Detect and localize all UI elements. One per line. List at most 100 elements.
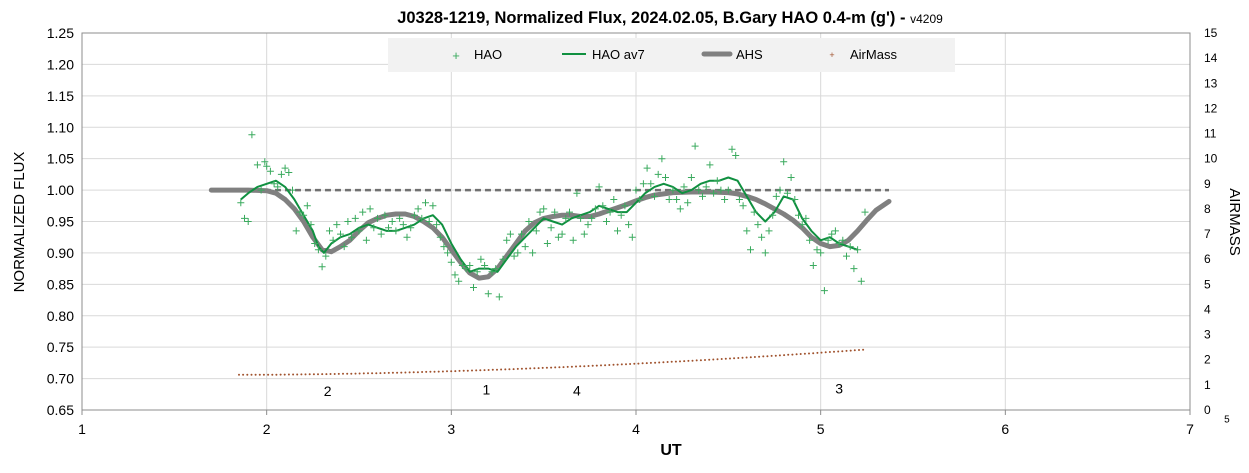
legend-airmass-label: AirMass (850, 47, 897, 62)
airmass-data-point (404, 371, 407, 374)
airmass-data-point (504, 368, 507, 371)
hao-data-point (444, 249, 452, 257)
hao-data-point (584, 221, 592, 229)
airmass-data-point (591, 364, 594, 367)
y-tick-label: 0.65 (47, 402, 74, 418)
hao-data-point (296, 208, 304, 216)
airmass-data-point (387, 371, 390, 374)
airmass-data-point (708, 358, 711, 361)
hao-data-point (362, 236, 370, 244)
airmass-data-point (471, 369, 473, 372)
y2-tick-label: 0 (1204, 403, 1211, 417)
y2-tick-label: 8 (1204, 202, 1211, 216)
hao-data-point (359, 208, 367, 216)
airmass-data-point (824, 351, 827, 354)
hao-data-point (314, 246, 322, 254)
y2-tick-label: 1 (1204, 378, 1211, 392)
airmass-data-point (304, 373, 307, 376)
hao-data-point (355, 227, 363, 235)
hao-data-point (735, 196, 743, 203)
hao-data-point (370, 224, 378, 232)
airmass-data-point (500, 368, 503, 371)
hao-data-point (237, 199, 245, 207)
airmass-data-point (400, 371, 403, 374)
hao-data-point (787, 174, 795, 181)
airmass-data-point (837, 350, 840, 353)
hao-data-point (292, 227, 300, 235)
hao-data-point (547, 224, 555, 232)
hao-data-point (632, 186, 640, 194)
hao-data-point (673, 196, 681, 203)
y2-tick-label: 15 (1204, 26, 1218, 40)
hao-data-point (617, 211, 625, 219)
chart-annotation: 3 (835, 381, 843, 397)
hao-data-point (248, 131, 256, 139)
y2-axis-label: AIRMASS (1226, 188, 1243, 256)
airmass-data-point (679, 360, 681, 363)
hao-data-point (551, 208, 559, 216)
legend-ahs-label: AHS (736, 47, 763, 62)
airmass-data-point (758, 355, 761, 358)
hao-data-point (488, 268, 496, 276)
x-tick-label: 1 (78, 421, 86, 437)
hao-data-point (566, 208, 573, 216)
hao-data-point (388, 218, 396, 225)
hao-data-point (658, 155, 666, 163)
hao-data-point (329, 236, 337, 244)
hao-data-point (277, 170, 285, 178)
airmass-data-point (712, 358, 715, 361)
airmass-data-point (454, 370, 457, 373)
airmass-data-point (662, 361, 665, 364)
airmass-data-point (645, 362, 648, 365)
hao-data-point (303, 202, 311, 210)
x-tick-label: 2 (263, 421, 271, 437)
chart-title: J0328-1219, Normalized Flux, 2024.02.05,… (397, 9, 943, 27)
airmass-data-point (816, 351, 819, 354)
hao-data-point (333, 221, 341, 229)
hao-data-point (662, 174, 669, 181)
airmass-data-point (862, 348, 865, 351)
hao-data-point (676, 205, 684, 213)
airmass-data-point (853, 349, 856, 352)
hao-data-point (518, 230, 525, 238)
axes: 0.65 0.70 0.75 0.80 0.85 0.90 0.95 1.00 1.05 1.10… (47, 25, 1230, 437)
airmass-data-point (321, 373, 324, 376)
airmass-data-point (391, 371, 394, 374)
hao-data-point (385, 224, 392, 232)
airmass-data-point (300, 373, 303, 376)
airmass-data-point (753, 356, 756, 358)
legend-hao-av7-label: HAO av7 (592, 47, 645, 62)
hao-data-point (761, 249, 769, 257)
airmass-data-point (737, 357, 740, 359)
chart-title-separator: - (895, 9, 910, 27)
data-layer (208, 131, 892, 376)
airmass-data-point (317, 373, 319, 376)
hao-data-point (473, 268, 481, 276)
airmass-data-point (687, 359, 690, 362)
airmass-data-point (342, 372, 344, 375)
legend-hao-marker: + (452, 48, 460, 63)
airmass-data-point (787, 353, 790, 356)
airmass-data-point (508, 368, 511, 371)
hao-data-point (795, 211, 802, 219)
hao-data-point (772, 192, 780, 200)
airmass-data-point (612, 363, 615, 366)
hao-data-point (532, 227, 540, 235)
hao-data-point (754, 221, 762, 229)
x-tick-label: 6 (1001, 421, 1009, 437)
hao-data-point (813, 246, 821, 254)
hao-data-point (257, 186, 265, 194)
y2-tick-label: 10 (1204, 152, 1218, 166)
airmass-data-point (529, 367, 532, 370)
hao-data-point (470, 284, 477, 291)
airmass-data-point (654, 361, 657, 364)
hao-data-point (495, 293, 503, 301)
airmass-data-point (575, 365, 577, 368)
hao-data-point (721, 196, 729, 203)
hao-data-point (261, 158, 269, 166)
hao-data-point (765, 227, 773, 235)
hao-data-point (717, 186, 725, 194)
y-tick-label: 1.10 (47, 119, 74, 135)
airmass-data-point (774, 354, 777, 357)
